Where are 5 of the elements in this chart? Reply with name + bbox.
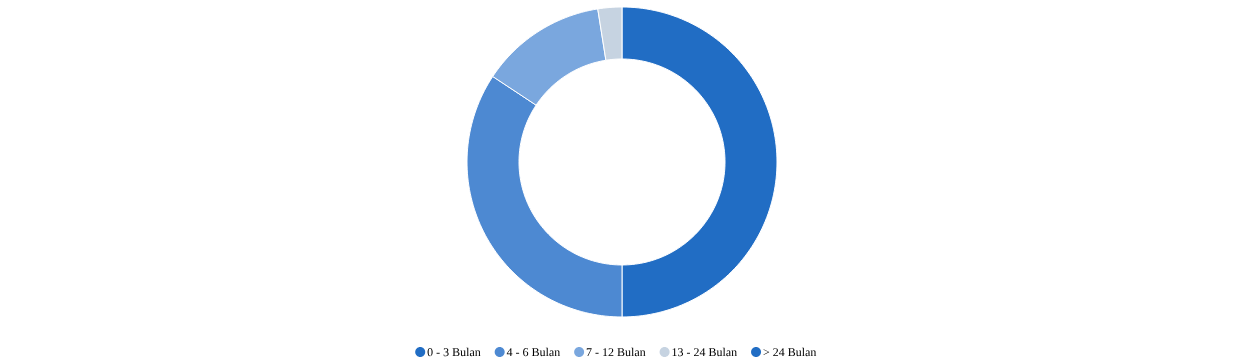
legend-label: 4 - 6 Bulan bbox=[506, 347, 561, 357]
legend-label: 7 - 12 Bulan bbox=[586, 347, 646, 357]
legend-label: 13 - 24 Bulan bbox=[672, 347, 737, 357]
legend-label: > 24 Bulan bbox=[763, 347, 817, 357]
legend-label: 0 - 3 Bulan bbox=[427, 347, 481, 357]
